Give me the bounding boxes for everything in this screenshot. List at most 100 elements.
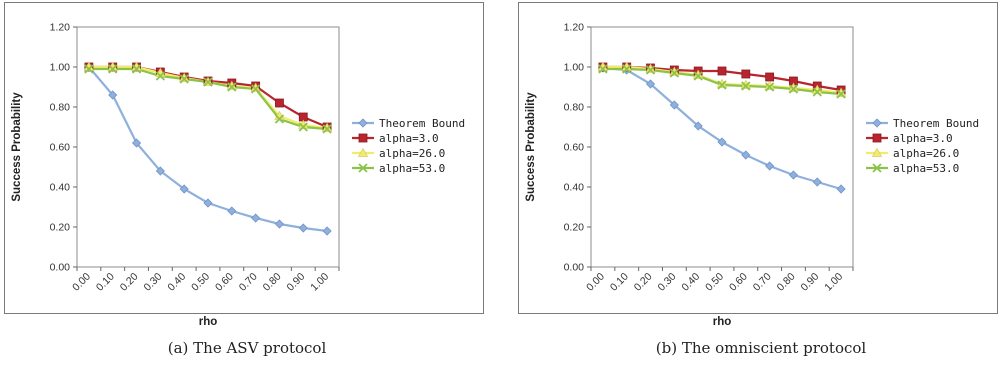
x-axis-title: rho (713, 316, 732, 328)
y-tick-label: 0.00 (564, 262, 585, 274)
data-point (131, 138, 142, 148)
data-point (836, 184, 846, 194)
x-tick-label: 0.30 (142, 271, 165, 294)
legend-label: Theorem Bound (893, 117, 979, 130)
legend-marker (872, 133, 882, 143)
legend-label: alpha=53.0 (379, 162, 445, 175)
chart-svg-asv: 0.000.200.400.600.801.001.200.00 0.10 0.20… (11, 22, 465, 329)
chart-panel-asv: 0.00 0.20 0.40 0.60 0.80 1.00 1.20 0.00 0.10 0.20… (0, 0, 494, 388)
x-tick-label: 1.00 (822, 271, 845, 294)
data-point (322, 226, 332, 236)
x-tick-label: 0.10 (94, 271, 117, 294)
data-point (227, 82, 237, 92)
data-point (274, 219, 285, 229)
data-point (669, 100, 679, 110)
data-point (275, 98, 284, 108)
chart-frame (518, 2, 998, 314)
y-tick-label: 1.00 (50, 62, 71, 74)
y-tick-label: 1.20 (50, 22, 71, 34)
data-point (108, 64, 118, 74)
legend-marker (871, 147, 883, 157)
data-point (131, 64, 142, 74)
x-tick-label: 0.60 (727, 271, 750, 294)
data-point (251, 213, 261, 223)
legend-label: alpha=53.0 (893, 162, 959, 175)
legend-label: alpha=3.0 (379, 132, 439, 145)
x-tick-label: 0.40 (679, 271, 702, 294)
x-tick-label: 0.80 (261, 271, 284, 294)
y-axis-title: Success Probability (11, 92, 23, 202)
data-point (669, 68, 680, 78)
legend-marker (358, 163, 368, 173)
data-point (693, 71, 703, 81)
data-point (836, 89, 846, 99)
x-tick-label: 0.90 (284, 271, 307, 294)
legend-label: Theorem Bound (379, 117, 465, 130)
data-point (741, 150, 751, 160)
data-point (765, 161, 775, 171)
data-point (250, 84, 261, 94)
y-tick-label: 0.60 (50, 142, 71, 154)
x-tick-label: 0.70 (751, 271, 774, 294)
x-tick-label: 0.50 (189, 271, 212, 294)
y-axis-title: Success Probability (525, 92, 537, 202)
y-tick-label: 0.40 (50, 182, 71, 194)
data-point (812, 177, 822, 187)
data-point (227, 206, 237, 216)
legend-label: alpha=3.0 (893, 132, 953, 145)
data-point (274, 114, 285, 124)
data-point (788, 84, 799, 94)
data-point (155, 71, 166, 81)
legend-label: alpha=26.0 (379, 147, 445, 160)
chart-panel-omniscient: 0.00 0.20 0.40 0.60 0.80 1.00 1.20 0.00 0.10 0.20… (514, 0, 1008, 388)
y-tick-label: 0.80 (564, 102, 585, 114)
data-point (645, 79, 656, 89)
data-point (598, 64, 608, 74)
data-point (203, 198, 213, 208)
x-axis-title: rho (199, 316, 218, 328)
y-tick-label: 0.20 (50, 222, 71, 234)
y-tick-label: 0.60 (564, 142, 585, 154)
data-point (108, 90, 118, 100)
x-tick-label: 0.20 (632, 271, 655, 294)
x-tick-label: 0.20 (118, 271, 141, 294)
x-tick-label: 0.00 (584, 271, 607, 294)
data-point (179, 184, 189, 194)
x-tick-label: 0.60 (213, 271, 236, 294)
x-tick-label: 1.00 (308, 271, 331, 294)
x-tick-label: 0.40 (165, 271, 188, 294)
legend-marker (358, 118, 368, 128)
data-point (788, 170, 799, 180)
chart-svg-omniscient: 0.000.200.400.600.801.001.200.00 0.10 0.20… (525, 22, 979, 329)
legend-marker (358, 133, 368, 143)
y-tick-label: 0.20 (564, 222, 585, 234)
x-tick-label: 0.30 (656, 271, 679, 294)
data-point (717, 66, 727, 76)
data-point (645, 65, 656, 75)
y-tick-label: 0.00 (50, 262, 71, 274)
data-point (741, 81, 751, 91)
chart-frame (4, 2, 484, 314)
legend-label: alpha=26.0 (893, 147, 959, 160)
x-tick-label: 0.00 (70, 271, 93, 294)
data-point (155, 166, 165, 176)
x-tick-label: 0.80 (775, 271, 798, 294)
data-point (765, 72, 775, 82)
legend-marker (872, 118, 882, 128)
x-tick-label: 0.70 (237, 271, 260, 294)
x-tick-label: 0.10 (608, 271, 631, 294)
data-point (322, 124, 332, 134)
data-point (717, 137, 727, 147)
data-point (764, 82, 775, 92)
data-point (717, 80, 727, 90)
data-point (298, 122, 308, 132)
data-point (741, 69, 751, 79)
data-point (812, 87, 822, 97)
data-point (298, 223, 308, 233)
data-point (693, 121, 703, 131)
data-point (179, 74, 189, 84)
data-point (84, 64, 94, 74)
chart-caption: (a) The ASV protocol (167, 339, 327, 357)
data-point (203, 77, 213, 87)
legend-marker (872, 163, 882, 173)
